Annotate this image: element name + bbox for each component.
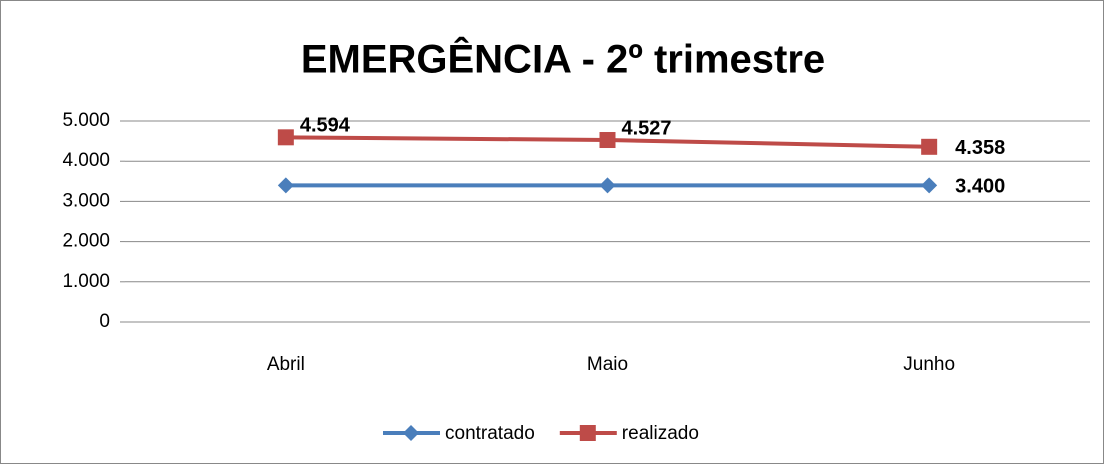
data-label: 4.527 [622,117,672,139]
data-point [921,138,938,155]
data-point [921,177,938,194]
data-point [599,132,616,149]
x-tick-label: Junho [903,354,955,375]
x-tick-label: Abril [267,354,305,375]
y-tick-label: 0 [99,311,110,332]
legend-marker [403,425,419,441]
data-label: 4.358 [955,137,1005,159]
legend-marker [579,425,596,441]
data-label: 4.594 [300,115,351,137]
y-tick-label: 3.000 [62,190,110,211]
data-label: 3.400 [955,176,1005,198]
data-point [277,177,294,194]
data-point [277,129,294,146]
y-tick-label: 1.000 [62,271,110,292]
legend-label: realizado [622,423,699,444]
y-tick-label: 2.000 [62,231,110,252]
x-tick-label: Maio [587,354,628,375]
chart-title: EMERGÊNCIA - 2º trimestre [301,36,825,82]
y-tick-label: 5.000 [62,110,110,131]
y-tick-label: 4.000 [62,150,110,171]
data-point [599,177,616,194]
legend-label: contratado [445,423,535,444]
